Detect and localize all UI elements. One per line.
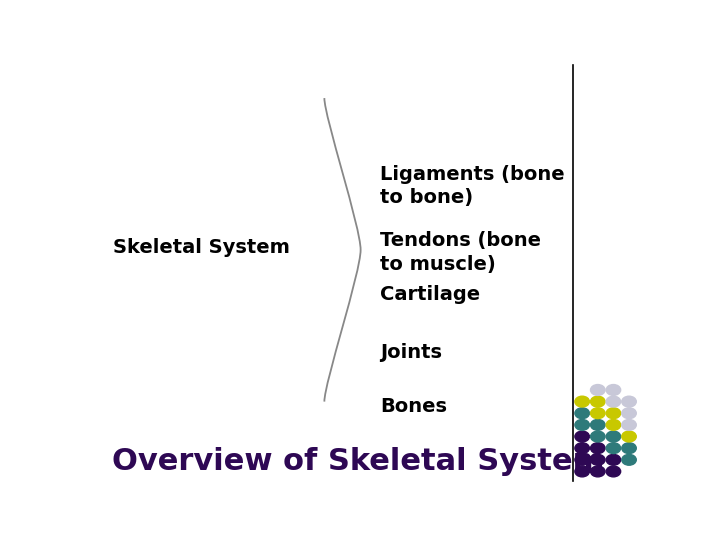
Text: Ligaments (bone
to bone): Ligaments (bone to bone) <box>380 165 564 207</box>
Circle shape <box>606 396 621 407</box>
Circle shape <box>622 408 636 418</box>
Circle shape <box>590 466 605 477</box>
Circle shape <box>606 431 621 442</box>
Text: Overview of Skeletal System: Overview of Skeletal System <box>112 447 605 476</box>
Circle shape <box>590 396 605 407</box>
Circle shape <box>590 443 605 454</box>
Circle shape <box>606 408 621 418</box>
Circle shape <box>590 454 605 465</box>
Circle shape <box>606 384 621 395</box>
Circle shape <box>606 454 621 465</box>
Circle shape <box>590 420 605 430</box>
Circle shape <box>606 466 621 477</box>
Circle shape <box>575 431 590 442</box>
Circle shape <box>575 466 590 477</box>
Circle shape <box>606 420 621 430</box>
Circle shape <box>622 454 636 465</box>
Text: Cartilage: Cartilage <box>380 285 480 304</box>
Circle shape <box>575 408 590 418</box>
Circle shape <box>622 420 636 430</box>
Circle shape <box>575 420 590 430</box>
Text: Joints: Joints <box>380 343 442 362</box>
Circle shape <box>622 431 636 442</box>
Text: Tendons (bone
to muscle): Tendons (bone to muscle) <box>380 231 541 274</box>
Circle shape <box>622 443 636 454</box>
Circle shape <box>590 431 605 442</box>
Text: Skeletal System: Skeletal System <box>113 238 290 257</box>
Text: Bones: Bones <box>380 397 447 416</box>
Circle shape <box>575 443 590 454</box>
Circle shape <box>575 454 590 465</box>
Circle shape <box>575 396 590 407</box>
Circle shape <box>590 384 605 395</box>
Circle shape <box>606 443 621 454</box>
Circle shape <box>622 396 636 407</box>
Circle shape <box>590 408 605 418</box>
